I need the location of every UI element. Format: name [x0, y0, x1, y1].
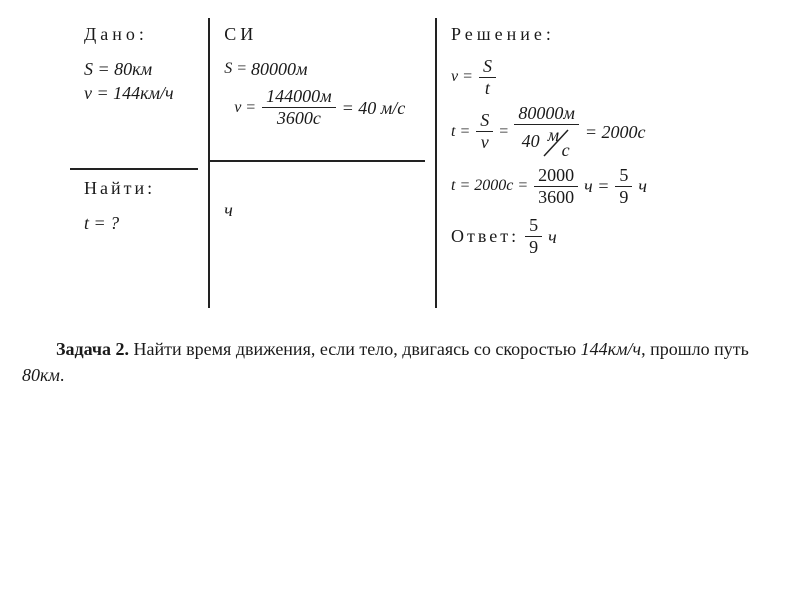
- eq-t1-mid: =: [499, 123, 508, 141]
- given-line-1: S = 80км: [84, 57, 198, 81]
- eq-t1-lhs: t =: [451, 123, 470, 141]
- si-s-rhs: 80000м: [251, 57, 308, 81]
- problem-s: 80км: [22, 365, 60, 385]
- problem-label: Задача 2.: [56, 339, 129, 359]
- si-s-lhs: S =: [224, 60, 247, 78]
- eq-t2-rhs: ч: [638, 174, 647, 198]
- answer-label: Ответ:: [451, 226, 519, 247]
- answer-den: 9: [525, 237, 542, 257]
- eq-t1: t = S v = 80000м 40 м с = 20: [451, 104, 770, 160]
- si-v-frac: 144000м 3600c: [260, 87, 338, 128]
- answer-num: 5: [525, 216, 542, 237]
- si-eq-v: v = 144000м 3600c = 40 м/с: [224, 87, 425, 128]
- eq-t1-frac-a: S v: [474, 111, 495, 152]
- eq-t2a-num: 2000: [534, 166, 578, 187]
- answer: Ответ: 5 9 ч: [451, 216, 770, 257]
- eq-v: v = S t: [451, 57, 770, 98]
- given-line-2: v = 144км/ч: [84, 81, 198, 105]
- si-v-frac-num: 144000м: [262, 87, 336, 108]
- problem-v: 144км/ч: [581, 339, 642, 359]
- eq-t2a-den: 3600: [534, 187, 578, 207]
- eq-t1-frac-b: 80000м 40 м с: [512, 104, 581, 160]
- eq-t2b-num: 5: [615, 166, 632, 187]
- problem-statement: Задача 2. Найти время движения, если тел…: [20, 336, 780, 388]
- answer-unit: ч: [548, 225, 557, 249]
- eq-t2-mid: ч =: [584, 174, 609, 198]
- problem-text-3: .: [60, 365, 65, 385]
- given-header: Дано:: [84, 24, 198, 45]
- eq-v-lhs: v =: [451, 68, 473, 86]
- eq-t1b-num: 80000м: [514, 104, 579, 125]
- column-solution: Решение: v = S t t = S v = 80000м 4: [435, 18, 780, 308]
- eq-t1a-den: v: [476, 132, 493, 152]
- slash-icon: [540, 126, 572, 160]
- eq-t2b-den: 9: [615, 187, 632, 207]
- page: Дано: S = 80км v = 144км/ч Найти: t = ? …: [0, 0, 800, 600]
- eq-v-frac: S t: [477, 57, 498, 98]
- eq-t2-frac-a: 2000 3600: [532, 166, 580, 207]
- answer-frac: 5 9: [523, 216, 544, 257]
- eq-t1a-num: S: [476, 111, 493, 132]
- eq-t1b-den: 40 м с: [514, 125, 579, 160]
- column-si: СИ S = 80000м v = 144000м 3600c = 40 м/с…: [208, 18, 435, 308]
- eq-t2-lhs: t = 2000c =: [451, 177, 528, 195]
- si-bottom-unit: ч: [224, 198, 425, 222]
- si-header: СИ: [224, 24, 425, 45]
- diag-m-s: м с: [540, 126, 572, 160]
- si-v-frac-den: 3600c: [262, 108, 336, 128]
- find-line: t = ?: [84, 211, 198, 235]
- problem-text-1: Найти время движения, если тело, двигаяс…: [129, 339, 581, 359]
- eq-t1-rhs: = 2000c: [585, 120, 646, 144]
- column-given: Дано: S = 80км v = 144км/ч Найти: t = ?: [70, 18, 208, 308]
- solution-block: Дано: S = 80км v = 144км/ч Найти: t = ? …: [70, 18, 780, 308]
- eq-t2: t = 2000c = 2000 3600 ч = 5 9 ч: [451, 166, 770, 207]
- si-eq-s: S = 80000м: [224, 57, 425, 81]
- find-header: Найти:: [84, 178, 198, 199]
- solution-header: Решение:: [451, 24, 770, 45]
- problem-text-2: , прошло путь: [641, 339, 749, 359]
- si-v-rhs: = 40 м/с: [342, 96, 406, 120]
- given-divider: [70, 168, 198, 170]
- si-divider: [210, 160, 425, 162]
- eq-t1b-den-40: 40: [522, 131, 540, 151]
- si-v-lhs: v =: [234, 99, 256, 117]
- eq-t2-frac-b: 5 9: [613, 166, 634, 207]
- eq-v-num: S: [479, 57, 496, 78]
- eq-v-den: t: [479, 78, 496, 98]
